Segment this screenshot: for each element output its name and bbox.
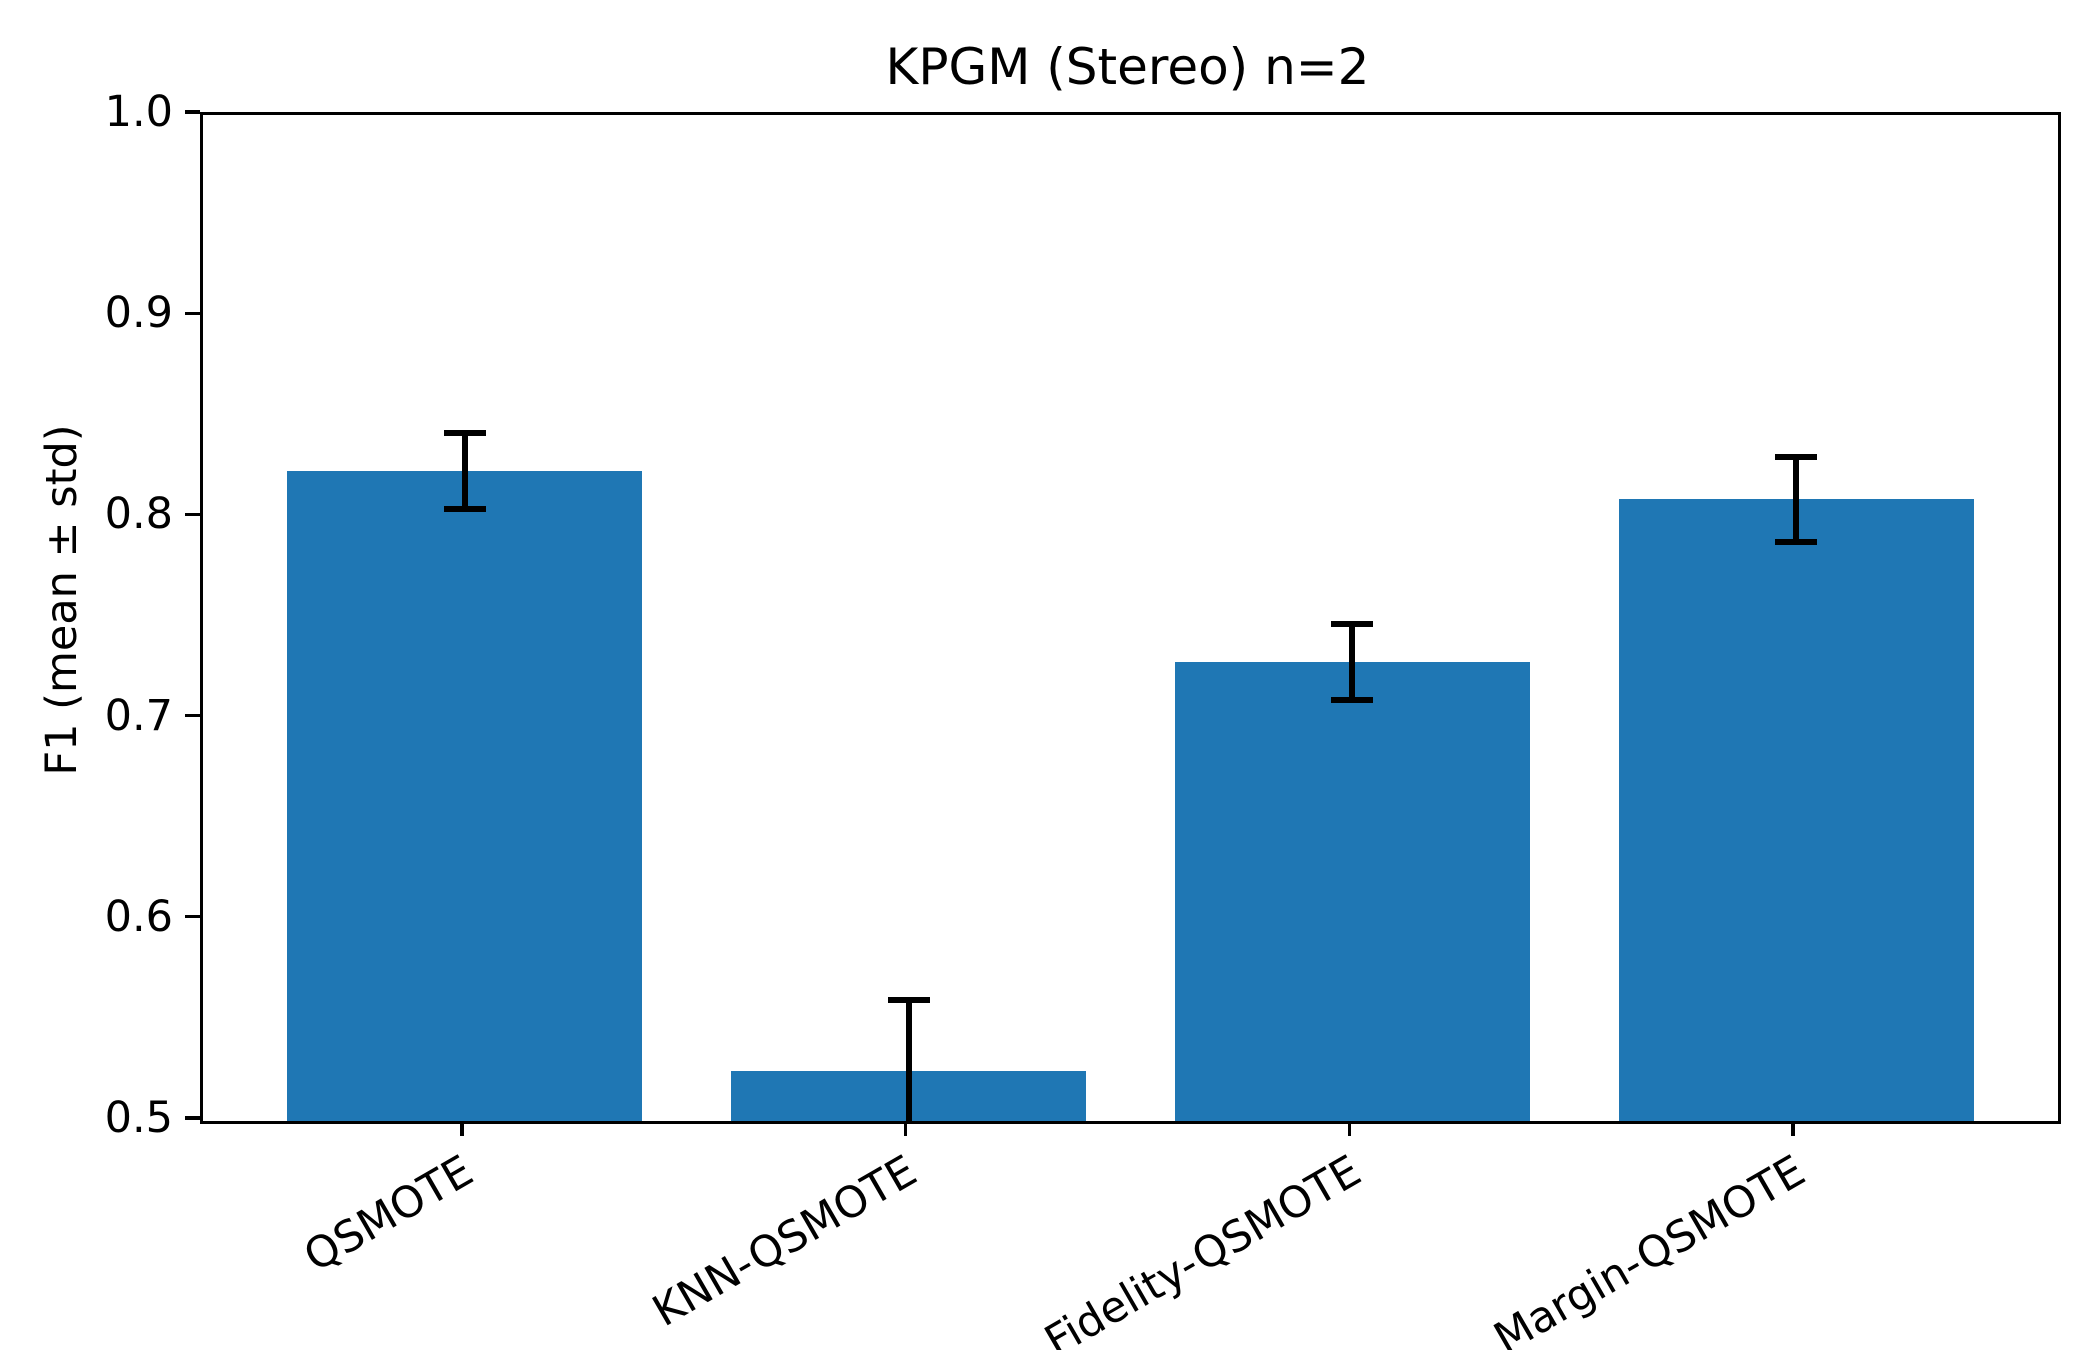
error-bar-cap-top [443,429,486,436]
y-tick-label: 0.6 [104,891,173,942]
error-bar-line [905,1000,912,1121]
x-tick-label: Margin-QSMOTE [1485,1146,1814,1350]
y-tick-label: 0.9 [104,288,173,339]
bar [1174,662,1530,1121]
y-tick-mark [185,713,200,718]
plot-area [200,112,2061,1124]
x-tick-label: QSMOTE [296,1146,482,1283]
error-bar-cap-top [1331,621,1374,628]
error-bar-cap-top [887,997,930,1004]
bar [287,471,643,1121]
x-tick-mark [903,1121,908,1136]
y-tick-label: 0.5 [104,1093,173,1143]
bar [1618,499,1974,1121]
y-tick-label: 0.7 [104,690,173,741]
error-bar-line [461,432,468,510]
error-bar-cap-top [1775,454,1818,461]
y-tick-mark [185,915,200,919]
x-tick-label: KNN-QSMOTE [645,1146,926,1337]
x-tick-mark [1791,1121,1795,1136]
y-tick-mark [185,512,200,517]
y-tick-mark [185,311,200,315]
x-tick-mark [460,1121,464,1136]
y-tick-label: 0.8 [104,489,173,540]
error-bar-line [1349,624,1356,701]
error-bar-cap-bottom [1775,538,1818,545]
error-bar-cap-bottom [443,506,486,513]
chart-title: KPGM (Stereo) n=2 [885,38,1370,96]
x-tick-mark [1347,1121,1352,1136]
y-tick-mark [185,1116,200,1120]
y-tick-mark [185,110,200,114]
error-bar-cap-bottom [1331,697,1374,704]
error-bar-line [1793,457,1800,542]
y-tick-label: 1.0 [104,87,173,137]
x-tick-label: Fidelity-QSMOTE [1036,1146,1370,1350]
